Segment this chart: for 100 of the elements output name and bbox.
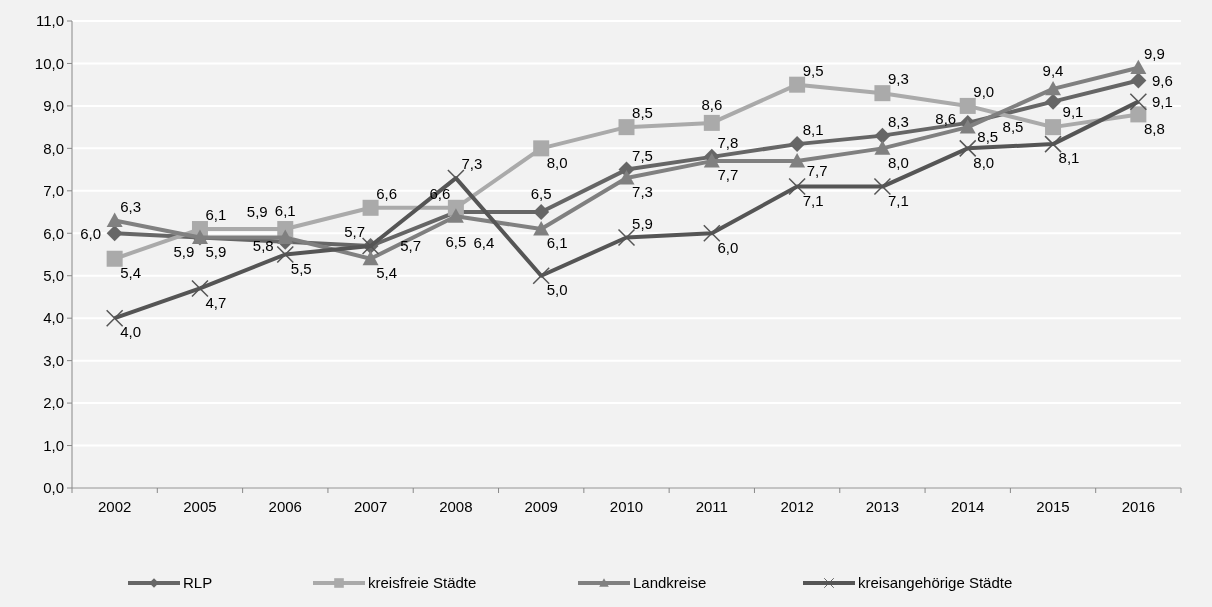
data-label: 8,6 bbox=[935, 110, 957, 128]
data-label: 5,7 bbox=[400, 237, 422, 255]
x-tick-label: 2016 bbox=[1121, 498, 1156, 515]
point bbox=[106, 212, 123, 227]
data-label: 8,5 bbox=[977, 128, 999, 146]
y-tick-label: 10,0 bbox=[34, 54, 64, 72]
point bbox=[1130, 59, 1147, 75]
point bbox=[533, 140, 550, 157]
point bbox=[533, 221, 550, 236]
data-label: 7,1 bbox=[887, 191, 909, 209]
point bbox=[1130, 106, 1147, 123]
data-label: 7,1 bbox=[802, 191, 824, 209]
y-tick-label: 3,0 bbox=[43, 351, 64, 369]
y-tick-label: 11,0 bbox=[35, 12, 64, 30]
point bbox=[618, 170, 635, 185]
point bbox=[703, 153, 720, 168]
point bbox=[106, 250, 123, 267]
legend-label: kreisfreie Städte bbox=[368, 574, 477, 592]
point bbox=[874, 127, 891, 144]
point bbox=[703, 224, 721, 243]
point bbox=[959, 119, 976, 134]
data-label: 5,9 bbox=[173, 242, 195, 260]
data-label: 8,1 bbox=[802, 121, 824, 139]
data-label: 7,5 bbox=[632, 146, 653, 164]
data-label: 9,6 bbox=[1151, 71, 1173, 89]
data-label: 6,1 bbox=[546, 234, 568, 252]
data-label: 5,7 bbox=[344, 223, 366, 241]
x-tick-label: 2008 bbox=[439, 498, 473, 515]
data-label: 6,5 bbox=[530, 185, 552, 203]
point bbox=[1045, 93, 1062, 110]
data-label: 8,8 bbox=[1143, 119, 1165, 137]
point bbox=[105, 309, 124, 327]
point bbox=[362, 250, 379, 266]
x-tick-label: 2007 bbox=[353, 498, 388, 515]
x-tick-label: 2011 bbox=[695, 498, 728, 515]
data-label: 9,4 bbox=[1042, 62, 1064, 80]
data-label: 7,3 bbox=[632, 183, 653, 201]
legend-label: kreisangehörige Städte bbox=[858, 574, 1013, 592]
point bbox=[447, 208, 464, 223]
point bbox=[1130, 72, 1147, 89]
data-label: 6,1 bbox=[205, 206, 227, 224]
point bbox=[276, 245, 295, 264]
y-tick-label: 4,0 bbox=[43, 309, 64, 327]
data-label: 5,0 bbox=[546, 280, 568, 298]
point bbox=[874, 140, 891, 155]
data-label: 8,6 bbox=[701, 96, 723, 114]
point bbox=[362, 199, 379, 216]
point bbox=[1129, 92, 1148, 111]
point bbox=[277, 229, 294, 244]
data-label: 6,5 bbox=[445, 233, 467, 251]
y-tick-label: 9,0 bbox=[43, 97, 64, 115]
data-label: 6,0 bbox=[80, 224, 102, 242]
data-label: 8,3 bbox=[887, 112, 909, 130]
x-tick-label: 2002 bbox=[97, 498, 132, 515]
data-label: 5,9 bbox=[205, 242, 227, 260]
data-label: 7,8 bbox=[717, 134, 739, 152]
x-tick-label: 2005 bbox=[183, 498, 217, 515]
y-tick-label: 6,0 bbox=[43, 224, 64, 242]
data-label: 5,9 bbox=[246, 202, 268, 220]
point bbox=[959, 97, 976, 114]
y-tick-label: 0,0 bbox=[43, 479, 64, 497]
point bbox=[703, 114, 720, 131]
x-tick-label: 2010 bbox=[609, 498, 644, 515]
point bbox=[532, 266, 550, 285]
data-label: 8,0 bbox=[973, 153, 995, 171]
data-label: 9,1 bbox=[1151, 92, 1173, 110]
data-label: 6,4 bbox=[473, 233, 495, 251]
point bbox=[873, 177, 892, 196]
point bbox=[533, 204, 550, 221]
point bbox=[1044, 135, 1062, 153]
data-label: 4,0 bbox=[120, 323, 142, 341]
data-label: 7,7 bbox=[806, 162, 828, 180]
x-tick-label: 2014 bbox=[951, 498, 985, 515]
y-tick-label: 2,0 bbox=[43, 394, 64, 412]
legend-label: RLP bbox=[183, 574, 213, 592]
point bbox=[958, 139, 977, 158]
data-label: 5,4 bbox=[376, 264, 398, 281]
point bbox=[191, 279, 209, 298]
x-tick-label: 2013 bbox=[865, 498, 900, 515]
point bbox=[106, 225, 123, 242]
point bbox=[789, 153, 806, 168]
data-label: 9,0 bbox=[973, 83, 995, 101]
data-label: 5,5 bbox=[290, 259, 312, 277]
data-label: 5,9 bbox=[632, 214, 653, 232]
point bbox=[1045, 80, 1062, 96]
legend-label: Landkreise bbox=[633, 574, 707, 592]
point bbox=[789, 136, 806, 153]
x-tick-label: 2006 bbox=[268, 498, 302, 515]
point bbox=[618, 119, 635, 136]
data-label: 8,5 bbox=[1002, 118, 1024, 136]
data-label: 9,3 bbox=[887, 70, 909, 88]
data-label: 9,5 bbox=[802, 61, 824, 79]
x-tick-label: 2015 bbox=[1036, 498, 1070, 515]
y-tick-label: 8,0 bbox=[43, 139, 64, 157]
data-label: 5,4 bbox=[120, 264, 142, 281]
y-tick-label: 5,0 bbox=[43, 266, 64, 284]
y-tick-label: 7,0 bbox=[43, 182, 64, 200]
x-tick-label: 2009 bbox=[524, 498, 558, 515]
point bbox=[789, 76, 806, 93]
data-label: 6,0 bbox=[717, 238, 739, 256]
